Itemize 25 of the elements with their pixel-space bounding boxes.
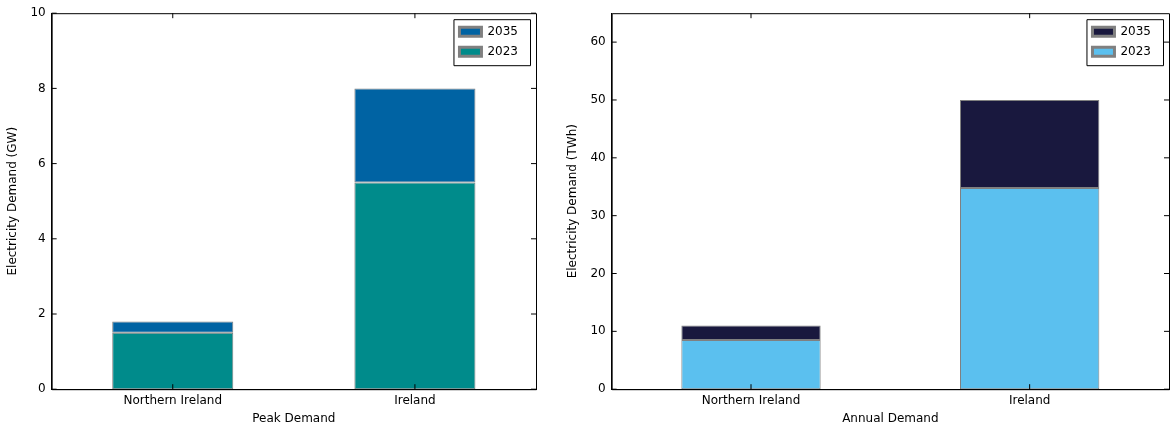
y-axis-title: Electricity Demand (TWh): [565, 124, 580, 279]
legend-label: 2023: [1120, 44, 1152, 59]
y-axis-title: Electricity Demand (GW): [5, 126, 20, 276]
y-tick-label: 30: [590, 207, 606, 222]
y-tick-label: 60: [590, 34, 606, 49]
y-tick-label: 4: [38, 230, 46, 245]
x-tick-label: Northern Ireland: [701, 392, 801, 407]
y-tick-label: 6: [38, 155, 46, 170]
legend-label: 2035: [1120, 24, 1152, 39]
x-axis-title: Peak Demand: [252, 410, 336, 425]
y-tick-label: 8: [38, 80, 46, 95]
y-tick-label: 20: [590, 265, 606, 280]
y-tick-label: 10: [590, 323, 606, 338]
y-tick-label: 2: [38, 306, 46, 321]
x-tick-label: Northern Ireland: [123, 392, 223, 407]
x-axis-title: Annual Demand: [842, 410, 939, 425]
y-tick-label: 40: [590, 149, 606, 164]
x-tick-label: Ireland: [394, 392, 436, 407]
y-tick-label: 0: [598, 381, 606, 396]
x-tick-label: Ireland: [1008, 392, 1051, 407]
legend-label: 2035: [487, 24, 519, 39]
legend-label: 2023: [487, 44, 519, 59]
y-tick-label: 0: [38, 381, 46, 396]
y-tick-label: 10: [30, 5, 46, 20]
y-tick-label: 50: [590, 92, 606, 107]
